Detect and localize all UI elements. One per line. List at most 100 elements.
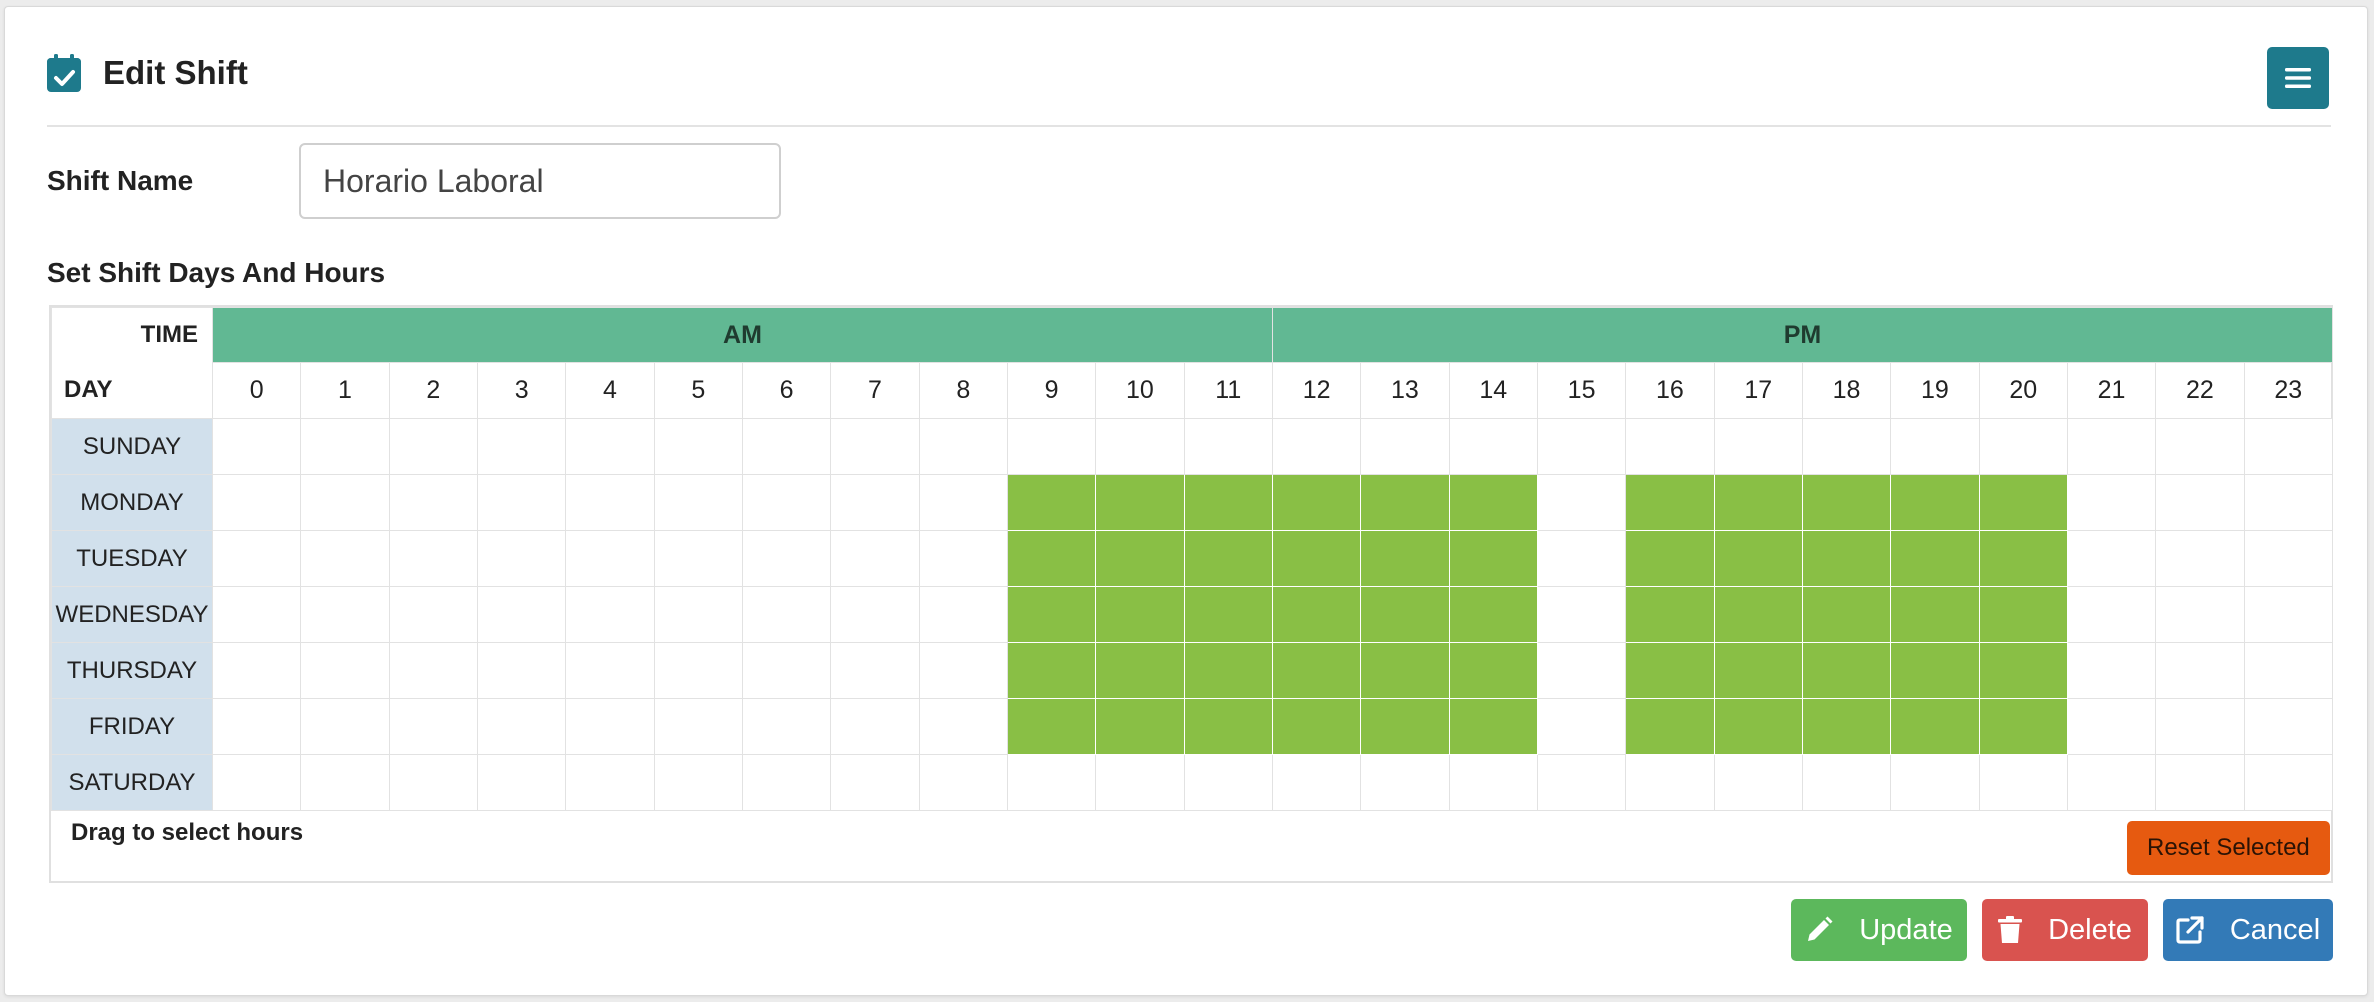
hour-cell[interactable] [1801, 474, 1892, 531]
reset-selected-button[interactable]: Reset Selected [2127, 821, 2330, 875]
hour-header-4[interactable]: 4 [565, 362, 655, 419]
hour-cell[interactable] [565, 642, 655, 699]
hour-cell[interactable] [653, 418, 743, 475]
hour-cell[interactable] [476, 586, 567, 643]
hour-cell[interactable] [918, 698, 1008, 755]
hour-cell[interactable] [211, 530, 302, 587]
hour-cell[interactable] [1801, 418, 1892, 475]
hour-header-0[interactable]: 0 [211, 362, 302, 419]
hour-header-10[interactable]: 10 [1095, 362, 1185, 419]
hour-cell[interactable] [1360, 698, 1450, 755]
hour-cell[interactable] [300, 586, 390, 643]
hour-header-17[interactable]: 17 [1713, 362, 1803, 419]
hour-cell[interactable] [2243, 698, 2334, 755]
hour-header-8[interactable]: 8 [918, 362, 1008, 419]
hour-cell[interactable] [1801, 586, 1892, 643]
hour-cell[interactable] [2155, 642, 2245, 699]
hour-cell[interactable] [1448, 474, 1538, 531]
hour-cell[interactable] [2155, 698, 2245, 755]
hour-cell[interactable] [388, 530, 478, 587]
hour-cell[interactable] [1006, 530, 1097, 587]
hour-cell[interactable] [2243, 530, 2334, 587]
hour-cell[interactable] [2243, 474, 2334, 531]
hour-cell[interactable] [741, 586, 832, 643]
hour-header-7[interactable]: 7 [830, 362, 920, 419]
period-header-pm[interactable]: PM [1271, 307, 2334, 363]
hour-cell[interactable] [388, 418, 478, 475]
hour-cell[interactable] [2066, 586, 2157, 643]
hour-cell[interactable] [1360, 586, 1450, 643]
hour-cell[interactable] [1006, 642, 1097, 699]
hour-cell[interactable] [388, 698, 478, 755]
hour-header-12[interactable]: 12 [1271, 362, 1362, 419]
hour-cell[interactable] [830, 586, 920, 643]
hour-cell[interactable] [476, 754, 567, 811]
hour-cell[interactable] [1183, 642, 1273, 699]
hour-cell[interactable] [1006, 474, 1097, 531]
hour-cell[interactable] [565, 474, 655, 531]
hour-cell[interactable] [1713, 698, 1803, 755]
hour-cell[interactable] [653, 530, 743, 587]
hour-cell[interactable] [1095, 418, 1185, 475]
hour-cell[interactable] [2155, 530, 2245, 587]
hour-header-15[interactable]: 15 [1536, 362, 1627, 419]
hour-cell[interactable] [1801, 642, 1892, 699]
hour-cell[interactable] [1713, 418, 1803, 475]
hour-header-20[interactable]: 20 [1978, 362, 2068, 419]
hour-cell[interactable] [918, 418, 1008, 475]
day-label-sunday[interactable]: SUNDAY [51, 418, 213, 475]
hour-cell[interactable] [300, 754, 390, 811]
hour-cell[interactable] [1625, 698, 1715, 755]
hour-cell[interactable] [1978, 698, 2068, 755]
hour-cell[interactable] [1713, 530, 1803, 587]
hour-cell[interactable] [1006, 586, 1097, 643]
hour-cell[interactable] [1095, 474, 1185, 531]
hour-cell[interactable] [830, 698, 920, 755]
hour-cell[interactable] [1448, 698, 1538, 755]
hour-cell[interactable] [1271, 754, 1362, 811]
hour-cell[interactable] [2066, 474, 2157, 531]
hour-header-6[interactable]: 6 [741, 362, 832, 419]
hour-header-19[interactable]: 19 [1890, 362, 1980, 419]
hour-cell[interactable] [1448, 754, 1538, 811]
hour-cell[interactable] [653, 754, 743, 811]
hour-cell[interactable] [1625, 586, 1715, 643]
hour-cell[interactable] [1095, 698, 1185, 755]
hour-cell[interactable] [1890, 642, 1980, 699]
hour-cell[interactable] [1713, 642, 1803, 699]
day-label-tuesday[interactable]: TUESDAY [51, 530, 213, 587]
hour-cell[interactable] [1360, 530, 1450, 587]
hour-cell[interactable] [1713, 754, 1803, 811]
hour-cell[interactable] [2155, 586, 2245, 643]
hour-cell[interactable] [1095, 586, 1185, 643]
hour-cell[interactable] [1360, 642, 1450, 699]
hour-cell[interactable] [1448, 586, 1538, 643]
hour-cell[interactable] [741, 418, 832, 475]
hour-cell[interactable] [1448, 530, 1538, 587]
hour-cell[interactable] [565, 418, 655, 475]
hour-cell[interactable] [1978, 474, 2068, 531]
hour-cell[interactable] [1890, 698, 1980, 755]
hour-cell[interactable] [1006, 418, 1097, 475]
hour-cell[interactable] [2243, 642, 2334, 699]
hour-cell[interactable] [211, 474, 302, 531]
hour-cell[interactable] [830, 474, 920, 531]
hour-cell[interactable] [918, 474, 1008, 531]
hour-cell[interactable] [1448, 418, 1538, 475]
hour-cell[interactable] [741, 754, 832, 811]
hour-cell[interactable] [388, 642, 478, 699]
hour-cell[interactable] [388, 586, 478, 643]
hour-cell[interactable] [2155, 418, 2245, 475]
hour-cell[interactable] [1183, 530, 1273, 587]
hour-cell[interactable] [1536, 642, 1627, 699]
hour-header-2[interactable]: 2 [388, 362, 478, 419]
hour-cell[interactable] [1271, 586, 1362, 643]
hour-cell[interactable] [1625, 754, 1715, 811]
hour-cell[interactable] [1360, 474, 1450, 531]
hour-cell[interactable] [1890, 418, 1980, 475]
hour-cell[interactable] [1978, 642, 2068, 699]
hour-cell[interactable] [1801, 530, 1892, 587]
hour-cell[interactable] [2066, 754, 2157, 811]
hour-cell[interactable] [476, 418, 567, 475]
hour-cell[interactable] [1713, 586, 1803, 643]
